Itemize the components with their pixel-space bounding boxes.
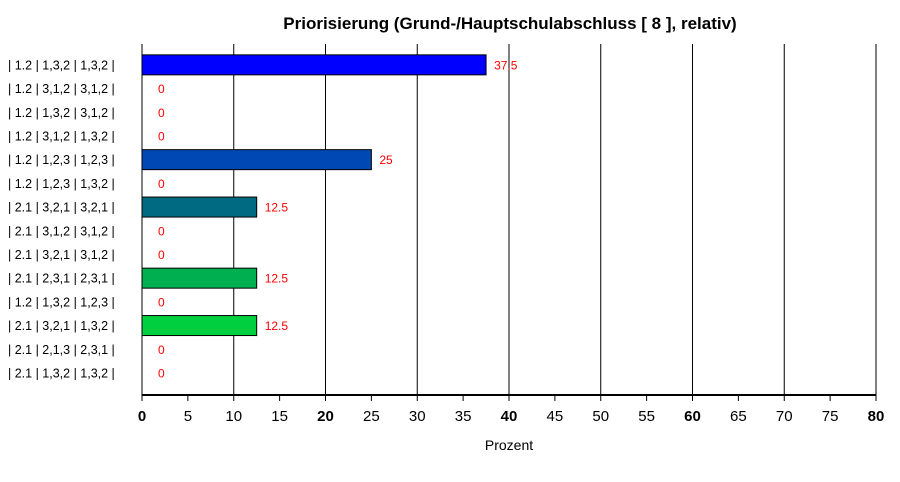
x-tick-label: 45 — [547, 408, 564, 425]
x-tick-label: 15 — [271, 408, 288, 425]
category-label: | 1.2 | 3,1,2 | 1,3,2 | — [8, 129, 115, 143]
value-label: 0 — [158, 343, 165, 357]
bar — [141, 315, 258, 337]
category-label: | 1.2 | 1,3,2 | 3,1,2 | — [8, 106, 115, 120]
chart-title: Priorisierung (Grund-/Hauptschulabschlus… — [283, 14, 736, 33]
category-label: | 2.1 | 3,1,2 | 3,1,2 | — [8, 224, 115, 238]
x-tick-label: 10 — [225, 408, 242, 425]
category-label: | 2.1 | 3,2,1 | 1,3,2 | — [8, 319, 115, 333]
value-label: 0 — [158, 248, 165, 262]
bar — [141, 196, 258, 218]
category-label: | 1.2 | 1,3,2 | 1,2,3 | — [8, 295, 115, 309]
value-label: 0 — [158, 295, 165, 309]
value-label: 25 — [379, 153, 393, 167]
category-labels: | 1.2 | 1,3,2 | 1,3,2 | | 1.2 | 3,1,2 | 3… — [8, 58, 115, 380]
bars: 37.5 0 0 0 25 0 12.5 0 0 12.5 0 12.5 0 0 — [141, 54, 518, 383]
value-label: 0 — [158, 366, 165, 380]
category-label: | 2.1 | 3,2,1 | 3,1,2 | — [8, 248, 115, 262]
value-label: 0 — [158, 82, 165, 96]
x-tick-label: 60 — [684, 408, 701, 425]
category-label: | 2.1 | 1,3,2 | 1,3,2 | — [8, 366, 115, 380]
x-tick-label: 80 — [868, 408, 885, 425]
x-tick-label: 65 — [730, 408, 747, 425]
x-tick-label: 0 — [138, 408, 146, 425]
value-label: 12.5 — [265, 319, 289, 333]
value-label: 12.5 — [265, 272, 289, 286]
x-tick-label: 5 — [184, 408, 192, 425]
x-tick-label: 75 — [822, 408, 839, 425]
category-label: | 2.1 | 3,2,1 | 3,2,1 | — [8, 201, 115, 215]
x-tick-label: 20 — [317, 408, 334, 425]
value-label: 0 — [158, 106, 165, 120]
category-label: | 1.2 | 1,2,3 | 1,3,2 | — [8, 177, 115, 191]
category-label: | 1.2 | 3,1,2 | 3,1,2 | — [8, 82, 115, 96]
x-tick-label: 50 — [592, 408, 609, 425]
x-tick-label: 40 — [501, 408, 518, 425]
x-axis: 0 5 10 15 20 25 30 35 40 45 50 55 60 65 70 75 80 — [138, 44, 885, 425]
x-tick-label: 70 — [776, 408, 793, 425]
grid-lines — [233, 44, 877, 395]
x-tick-label: 35 — [455, 408, 472, 425]
category-label: | 1.2 | 1,2,3 | 1,2,3 | — [8, 153, 115, 167]
value-label: 0 — [158, 129, 165, 143]
x-tick-label: 30 — [409, 408, 426, 425]
value-label: 12.5 — [265, 201, 289, 215]
value-label: 37.5 — [494, 58, 518, 72]
bar — [141, 267, 258, 289]
category-label: | 2.1 | 2,1,3 | 2,3,1 | — [8, 343, 115, 357]
value-label: 0 — [158, 177, 165, 191]
x-axis-label: Prozent — [485, 437, 533, 453]
x-tick-label: 55 — [638, 408, 655, 425]
category-label: | 2.1 | 2,3,1 | 2,3,1 | — [8, 272, 115, 286]
bar — [141, 149, 372, 171]
x-tick-label: 25 — [363, 408, 380, 425]
value-label: 0 — [158, 224, 165, 238]
bar — [141, 54, 487, 76]
category-label: | 1.2 | 1,3,2 | 1,3,2 | — [8, 58, 115, 72]
